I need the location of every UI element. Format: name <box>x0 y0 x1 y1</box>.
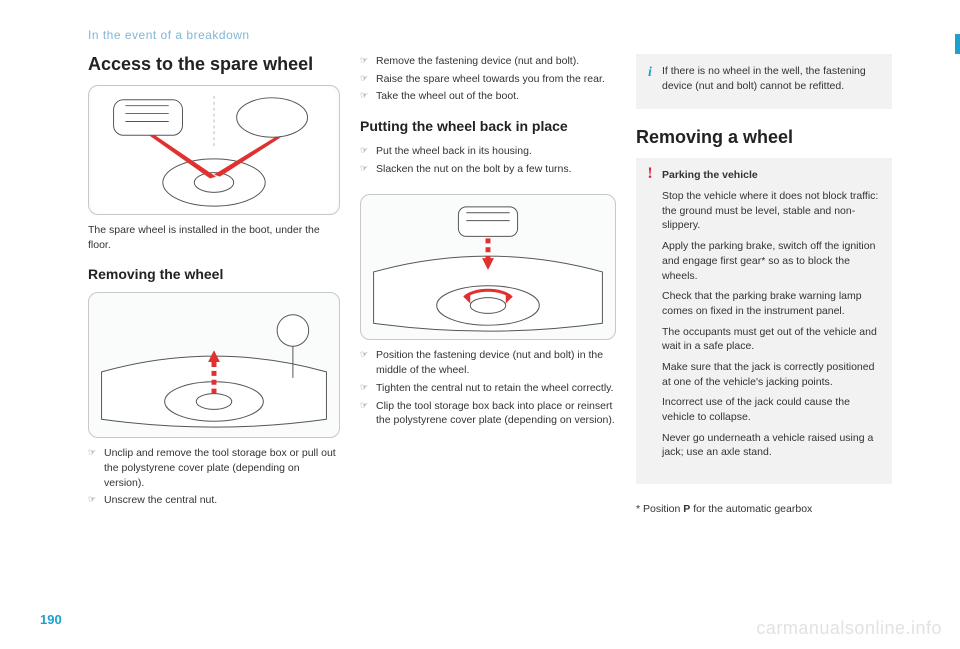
warning-para: Check that the parking brake warning lam… <box>662 289 882 318</box>
list-item: Unclip and remove the tool storage box o… <box>88 446 340 490</box>
page: In the event of a breakdown Access to th… <box>0 0 960 649</box>
columns: Access to the spare wheel The spare whe <box>88 54 912 517</box>
bullets-remove-steps-cont: Remove the fastening device (nut and bol… <box>360 54 616 104</box>
bullets-put-back-bottom: Position the fastening device (nut and b… <box>360 348 616 427</box>
warning-para: Incorrect use of the jack could cause th… <box>662 395 882 424</box>
info-icon: i <box>644 64 656 83</box>
heading-removing-wheel: Removing the wheel <box>88 266 340 282</box>
list-item: Unscrew the central nut. <box>88 493 340 508</box>
list-item: Remove the fastening device (nut and bol… <box>360 54 616 69</box>
column-2: Remove the fastening device (nut and bol… <box>360 54 616 517</box>
footnote: * Position P for the automatic gearbox <box>636 502 892 517</box>
list-item: Put the wheel back in its housing. <box>360 144 616 159</box>
list-item: Take the wheel out of the boot. <box>360 89 616 104</box>
body-spare-location: The spare wheel is installed in the boot… <box>88 223 340 252</box>
illustration-remove-wheel <box>88 292 340 438</box>
column-3: i If there is no wheel in the well, the … <box>636 54 892 517</box>
list-item: Raise the spare wheel towards you from t… <box>360 72 616 87</box>
illustration-put-back <box>360 194 616 340</box>
list-item: Position the fastening device (nut and b… <box>360 348 616 377</box>
bullets-remove-steps: Unclip and remove the tool storage box o… <box>88 446 340 508</box>
info-box-note: i If there is no wheel in the well, the … <box>636 54 892 109</box>
warning-para: Apply the parking brake, switch off the … <box>662 239 882 283</box>
illustration-spare-overview <box>88 85 340 215</box>
warning-icon: ! <box>644 168 656 180</box>
list-item: Tighten the central nut to retain the wh… <box>360 381 616 396</box>
footnote-suffix: for the automatic gearbox <box>690 503 812 515</box>
column-1: Access to the spare wheel The spare whe <box>88 54 340 517</box>
warning-para: Make sure that the jack is correctly pos… <box>662 360 882 389</box>
warning-para: The occupants must get out of the vehicl… <box>662 325 882 354</box>
chapter-header: In the event of a breakdown <box>88 28 912 42</box>
heading-putting-back: Putting the wheel back in place <box>360 118 616 134</box>
warning-title: Parking the vehicle <box>662 168 882 183</box>
warning-box-parking: ! Parking the vehicle Stop the vehicle w… <box>636 158 892 484</box>
list-item: Clip the tool storage box back into plac… <box>360 399 616 428</box>
heading-access-spare-wheel: Access to the spare wheel <box>88 54 340 75</box>
warning-para: Never go underneath a vehicle raised usi… <box>662 431 882 460</box>
page-number: 190 <box>40 612 62 627</box>
bullets-put-back-top: Put the wheel back in its housing. Slack… <box>360 144 616 176</box>
warning-para: Stop the vehicle where it does not block… <box>662 189 882 233</box>
list-item: Slacken the nut on the bolt by a few tur… <box>360 162 616 177</box>
info-text: If there is no wheel in the well, the fa… <box>662 64 882 93</box>
heading-removing-a-wheel: Removing a wheel <box>636 127 892 148</box>
footnote-prefix: * Position <box>636 503 683 515</box>
